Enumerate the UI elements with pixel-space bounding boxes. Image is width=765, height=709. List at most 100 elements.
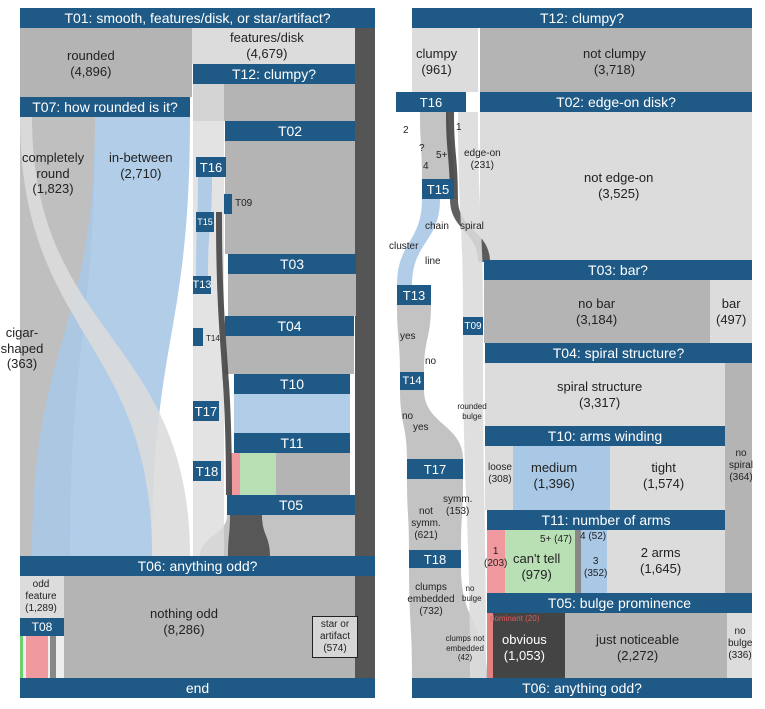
right-t15-header: T15	[422, 179, 454, 199]
rounded-label: rounded (4,896)	[67, 48, 115, 79]
right-t16-to-t15	[420, 112, 454, 179]
left-t02-header: T02	[225, 121, 355, 141]
medium-label: medium (1,396)	[531, 460, 578, 491]
right-t02-header: T02: edge-on disk?	[480, 92, 752, 112]
symm-label: symm. (153)	[443, 494, 473, 517]
left-t01-header: T01: smooth, features/disk, or star/arti…	[20, 8, 375, 28]
right-just-noticeable-block	[565, 613, 727, 678]
features-disk-label: features/disk (4,679)	[230, 30, 304, 61]
t16-two-label: 2	[403, 125, 409, 136]
left-t13-header: T13	[193, 276, 211, 294]
right-t14-flow	[400, 390, 463, 459]
left-t14-label: T14	[206, 334, 220, 343]
left-artifact-column	[355, 28, 375, 678]
t16-five-plus-label: 5+	[436, 150, 448, 161]
left-t16-header: T16	[196, 157, 226, 177]
left-t15-header: T15	[196, 212, 214, 232]
right-no-bar-block	[484, 280, 710, 343]
left-t10-flow	[234, 394, 350, 433]
left-dark-flow	[228, 515, 270, 556]
left-t14-marker	[193, 328, 203, 346]
no-bulge-label: no bulge (336)	[728, 626, 753, 661]
right-no-bulge-block	[727, 613, 752, 678]
left-t07-header: T07: how rounded is it?	[20, 97, 190, 117]
right-cant-tell-block	[505, 530, 575, 593]
not-symm-label: not symm. (621)	[411, 506, 441, 541]
left-t11-red	[230, 453, 240, 495]
left-t04-body	[225, 336, 354, 374]
right-tight-block	[610, 446, 725, 510]
left-t08-grey	[50, 636, 56, 678]
left-nothing-odd-block	[64, 576, 355, 678]
right-no-spiral-block	[725, 363, 752, 593]
left-t12-header: T12: clumpy?	[193, 64, 355, 84]
t09-rounded-bulge-label: rounded bulge	[457, 402, 487, 421]
t18-no-bulge-label: no bulge	[462, 584, 482, 603]
right-not-clumpy-block	[480, 28, 752, 92]
in-between-label: in-between (2,710)	[109, 150, 173, 181]
right-t06-header: T06: anything odd?	[412, 678, 752, 698]
t14-yes-label: yes	[413, 422, 429, 433]
right-one-arm-block	[487, 530, 505, 593]
right-t05-header: T05: bulge prominence	[487, 593, 752, 613]
cigar-shaped-flow	[20, 117, 190, 556]
obvious-label: obvious (1,053)	[502, 632, 547, 663]
right-not-edge-on-block	[480, 112, 752, 260]
t15-cluster-label: cluster	[389, 241, 419, 252]
left-odd-feature-block	[20, 576, 64, 618]
right-t18-flow	[409, 568, 487, 678]
star-artifact-label: star or artifact (574)	[312, 616, 358, 658]
right-four-arms-block	[575, 530, 581, 593]
left-end-bar: end	[20, 678, 375, 698]
right-t18-header: T18	[409, 550, 461, 568]
left-t18-header: T18	[193, 461, 221, 481]
right-t11-header: T11: number of arms	[487, 510, 725, 530]
right-t17-header: T17	[407, 459, 463, 479]
just-noticeable-label: just noticeable (2,272)	[596, 632, 680, 663]
left-t05-header: T05	[227, 495, 355, 515]
two-arms-label: 2 arms (1,645)	[640, 545, 682, 576]
right-t09-flow	[463, 335, 486, 678]
left-rounded-block	[20, 28, 192, 97]
right-t10-header: T10: arms winding	[485, 426, 725, 446]
right-dominant-block	[487, 613, 493, 678]
right-t14-header: T14	[400, 372, 424, 390]
right-three-arms-block	[581, 530, 607, 593]
left-features-block	[192, 28, 355, 64]
right-t04-header: T04: spiral structure?	[485, 343, 752, 363]
t16-question-label: ?	[419, 143, 425, 154]
right-t12-header: T12: clumpy?	[412, 8, 752, 28]
left-t08-red	[26, 636, 48, 678]
nothing-odd-label: nothing odd (8,286)	[150, 606, 218, 637]
spiral-structure-label: spiral structure (3,317)	[557, 379, 643, 410]
no-bar-label: no bar (3,184)	[576, 296, 618, 327]
clumps-embedded-label: clumps embedded (732)	[407, 582, 455, 617]
clumpy-label: clumpy (961)	[416, 46, 458, 77]
t16-four-label: 4	[423, 161, 429, 172]
right-t15-to-t13-blue	[397, 199, 440, 285]
t13-yes-label: yes	[400, 331, 416, 342]
odd-feature-label: odd feature (1,289)	[25, 579, 57, 614]
left-clump-dark	[216, 212, 232, 495]
dominant-label: dominant (20)	[490, 614, 540, 623]
right-t13-header: T13	[397, 285, 431, 305]
five-plus-arms-label: 5+ (47)	[540, 534, 572, 545]
t13-no-label: no	[425, 356, 437, 367]
t15-line-label: line	[425, 256, 441, 267]
left-t06-header: T06: anything odd?	[20, 556, 375, 576]
t15-chain-label: chain	[425, 221, 449, 232]
cigar-shaped-label: cigar-shaped (363)	[0, 325, 44, 372]
right-t17-flow	[407, 479, 463, 550]
loose-label: loose (308)	[488, 462, 512, 485]
left-t03-body	[228, 274, 356, 316]
right-loose-block	[485, 446, 513, 510]
left-t11-green	[240, 453, 276, 495]
right-edge-on-flow	[458, 112, 483, 317]
right-spiral-block	[485, 363, 725, 426]
left-t04-header: T04	[225, 316, 354, 336]
left-t10-header: T10	[234, 374, 350, 394]
one-arm-label: 1 (203)	[484, 546, 508, 569]
right-bar-block	[710, 280, 752, 343]
left-t03-header: T03	[228, 254, 356, 274]
